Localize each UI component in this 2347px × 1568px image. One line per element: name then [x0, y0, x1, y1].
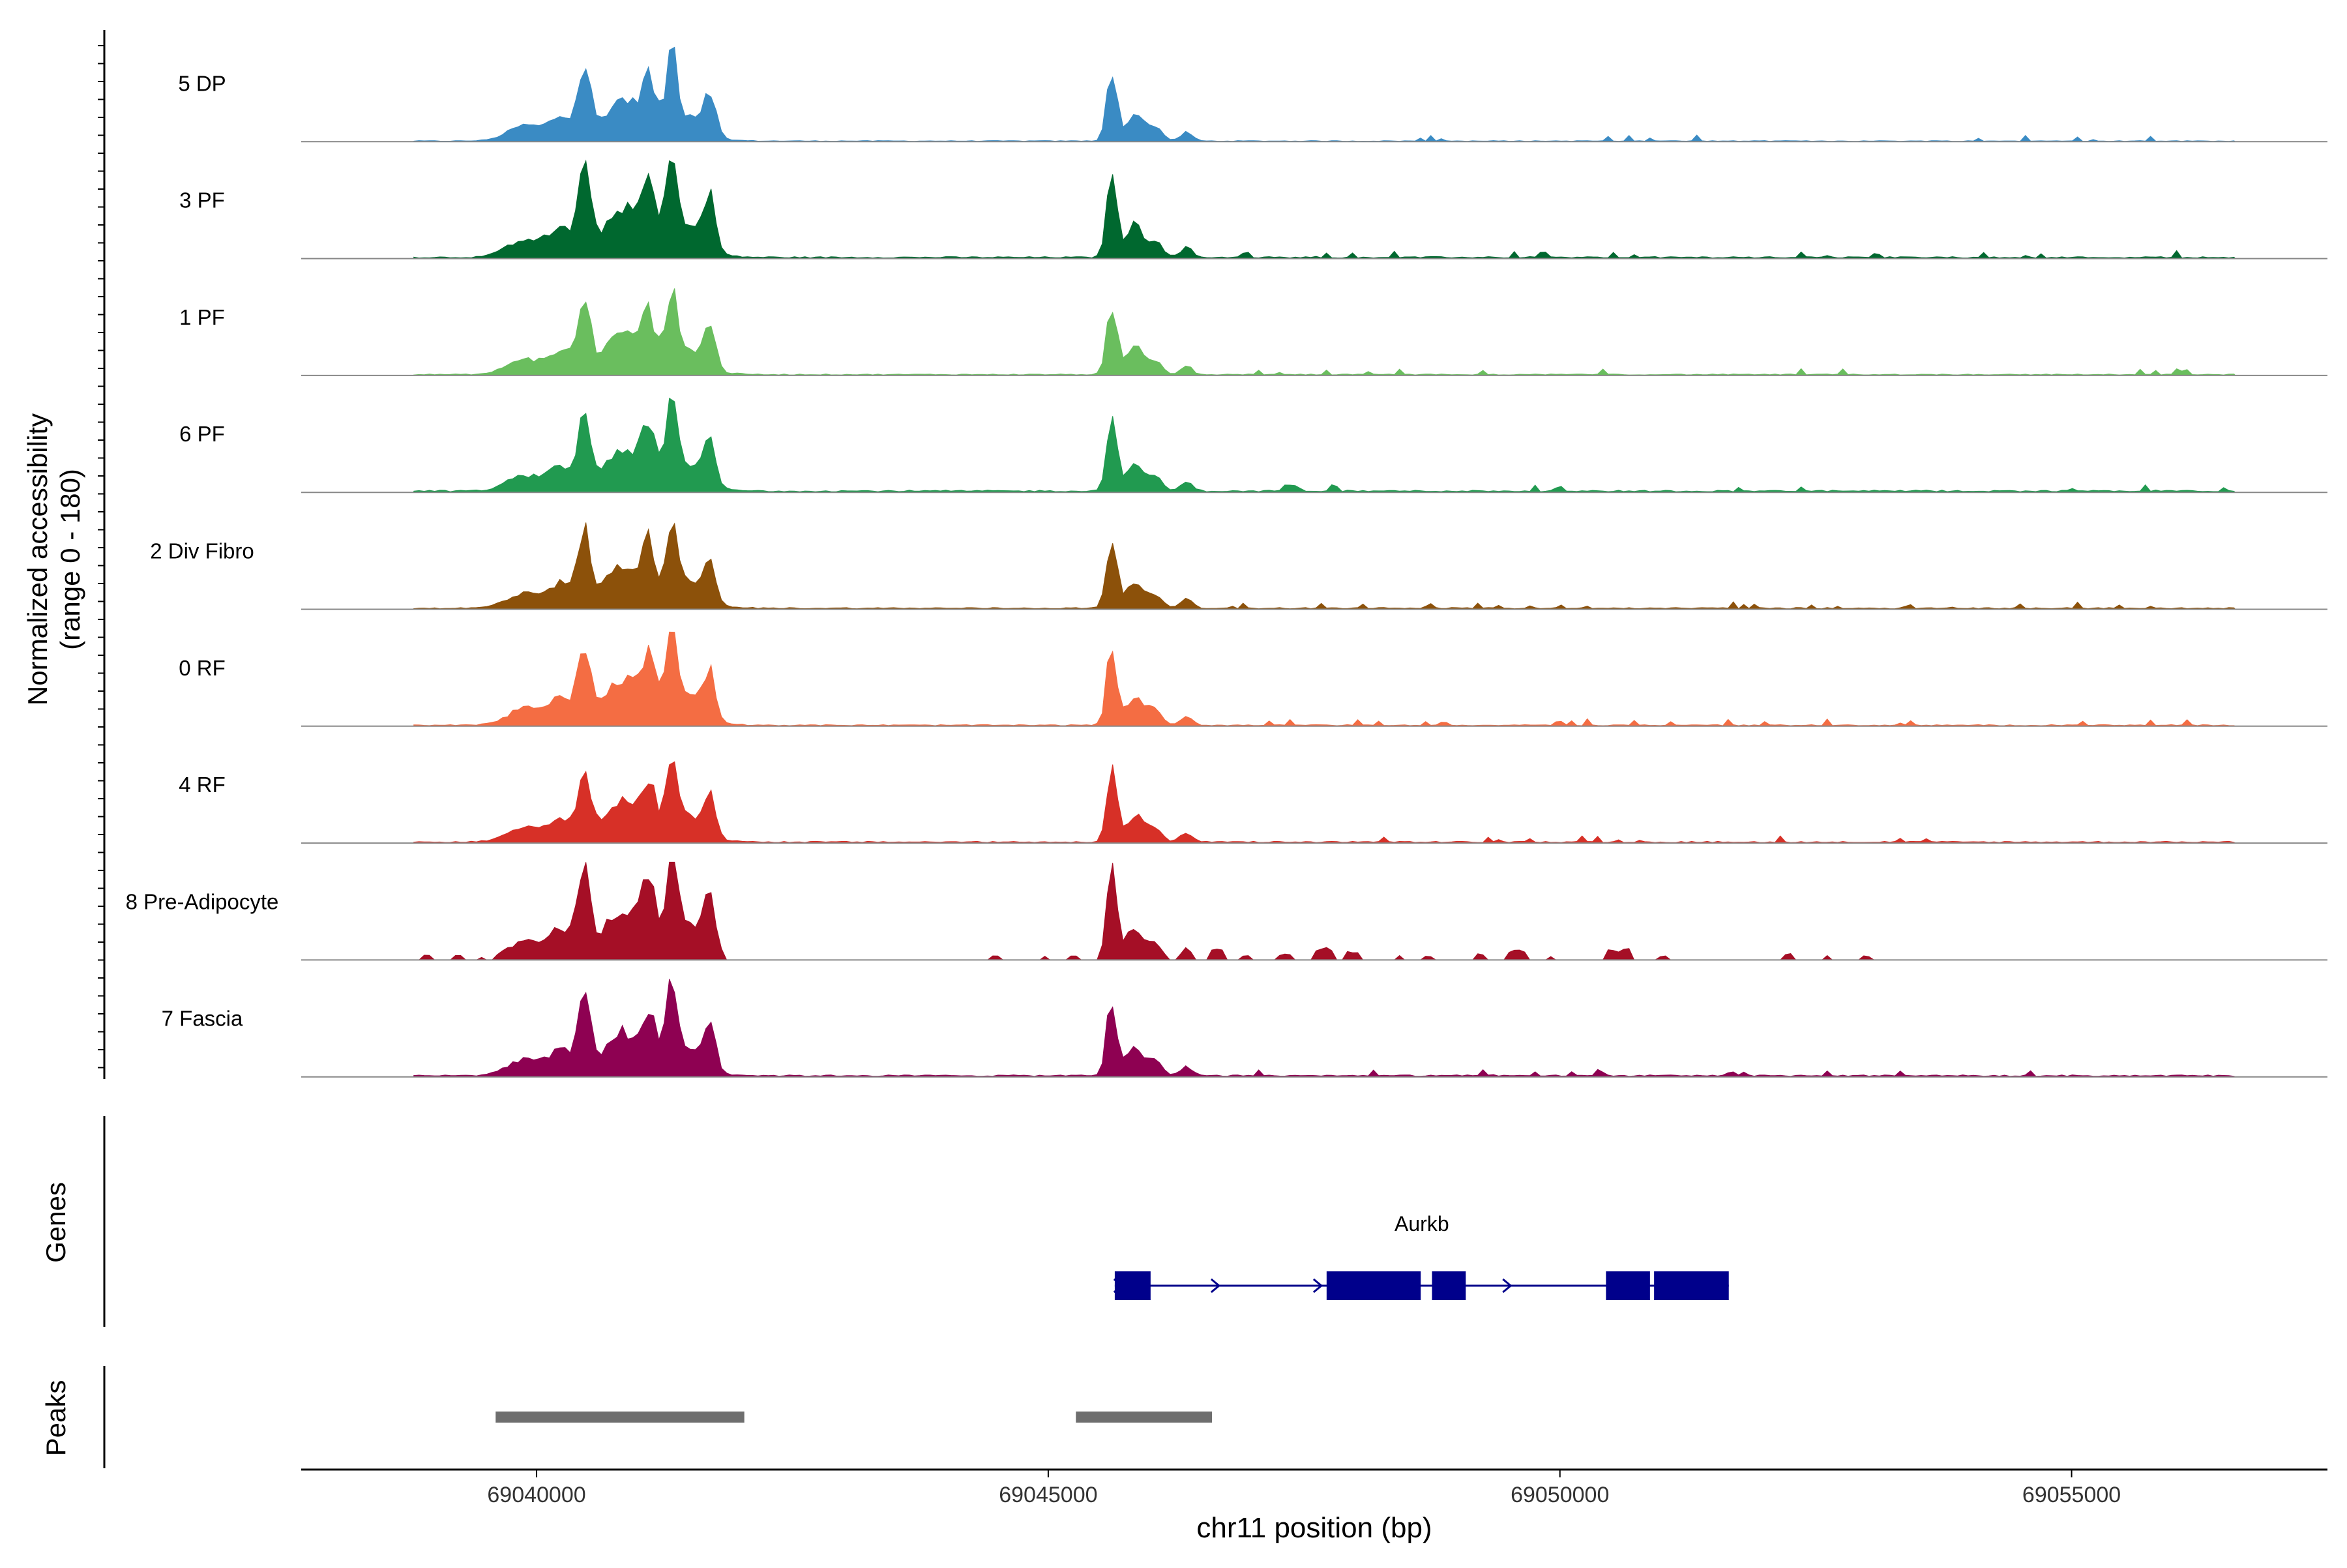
- y-axis-label-line1: Normalized accessibility: [22, 413, 53, 705]
- track-4-rf: 4 RF: [179, 761, 2327, 844]
- track-3-pf: 3 PF: [179, 159, 2327, 259]
- peak-region: [1076, 1412, 1213, 1423]
- track-signal-area: [413, 159, 2236, 259]
- gene-strand-arrow: [1113, 1278, 1124, 1294]
- track-signal-area: [413, 397, 2237, 493]
- gene-exon: [1326, 1271, 1421, 1300]
- track-5-dp: 5 DP: [178, 46, 2327, 143]
- peak-region: [495, 1412, 745, 1423]
- track-label: 0 RF: [179, 656, 226, 680]
- track-6-pf: 6 PF: [179, 397, 2327, 494]
- y-axis-label-line2: (range 0 - 180): [55, 469, 85, 650]
- peaks-track: [495, 1412, 1213, 1423]
- track-signal-area: [413, 631, 2236, 727]
- gene-strand-arrow: [1312, 1278, 1323, 1294]
- track-2-div-fibro: 2 Div Fibro: [150, 522, 2327, 610]
- track-label: 6 PF: [179, 422, 225, 446]
- track-signal-area: [413, 288, 2236, 376]
- x-tick-label: 69040000: [487, 1483, 585, 1507]
- x-tick-label: 69045000: [999, 1483, 1097, 1507]
- peaks-panel-label: Peaks: [40, 1380, 71, 1457]
- track-signal-area: [413, 761, 2237, 844]
- track-8-pre-adipocyte: 8 Pre-Adipocyte: [126, 861, 2327, 961]
- gene-exon: [1654, 1271, 1729, 1300]
- track-1-pf: 1 PF: [179, 288, 2327, 376]
- gene-strand-arrow: [1502, 1278, 1513, 1294]
- x-tick-label: 69055000: [2022, 1483, 2121, 1507]
- x-tick-label: 69050000: [1511, 1483, 1609, 1507]
- track-label: 8 Pre-Adipocyte: [126, 889, 279, 913]
- track-label: 7 Fascia: [162, 1007, 243, 1031]
- track-label: 1 PF: [179, 305, 225, 329]
- track-0-rf: 0 RF: [179, 631, 2327, 727]
- track-label: 2 Div Fibro: [150, 539, 254, 563]
- gene-exon: [1606, 1271, 1650, 1300]
- gene-strand-arrow: [1210, 1278, 1221, 1294]
- track-7-fascia: 7 Fascia: [162, 979, 2327, 1078]
- track-label: 5 DP: [178, 71, 226, 95]
- track-signal-area: [413, 979, 2236, 1078]
- track-signal-area: [413, 522, 2236, 610]
- genes-panel-label: Genes: [40, 1182, 71, 1263]
- gene-name-label: Aurkb: [1395, 1212, 1449, 1235]
- gene-track: Aurkb: [1113, 1212, 1729, 1300]
- track-label: 3 PF: [179, 188, 225, 213]
- gene-exon: [1114, 1271, 1151, 1300]
- gene-exon: [1432, 1271, 1466, 1300]
- coverage-y-ticks: [98, 45, 104, 1069]
- track-label: 4 RF: [179, 773, 226, 797]
- x-axis-ticks: 69040000 69045000 69050000 69055000: [487, 1470, 2121, 1507]
- coverage-tracks: 5 DP 3 PF 1 PF 6 PF 2 Div Fibro 0 RF 4 RF 8 Pre…: [126, 46, 2327, 1078]
- x-axis-label: chr11 position (bp): [1196, 1512, 1432, 1544]
